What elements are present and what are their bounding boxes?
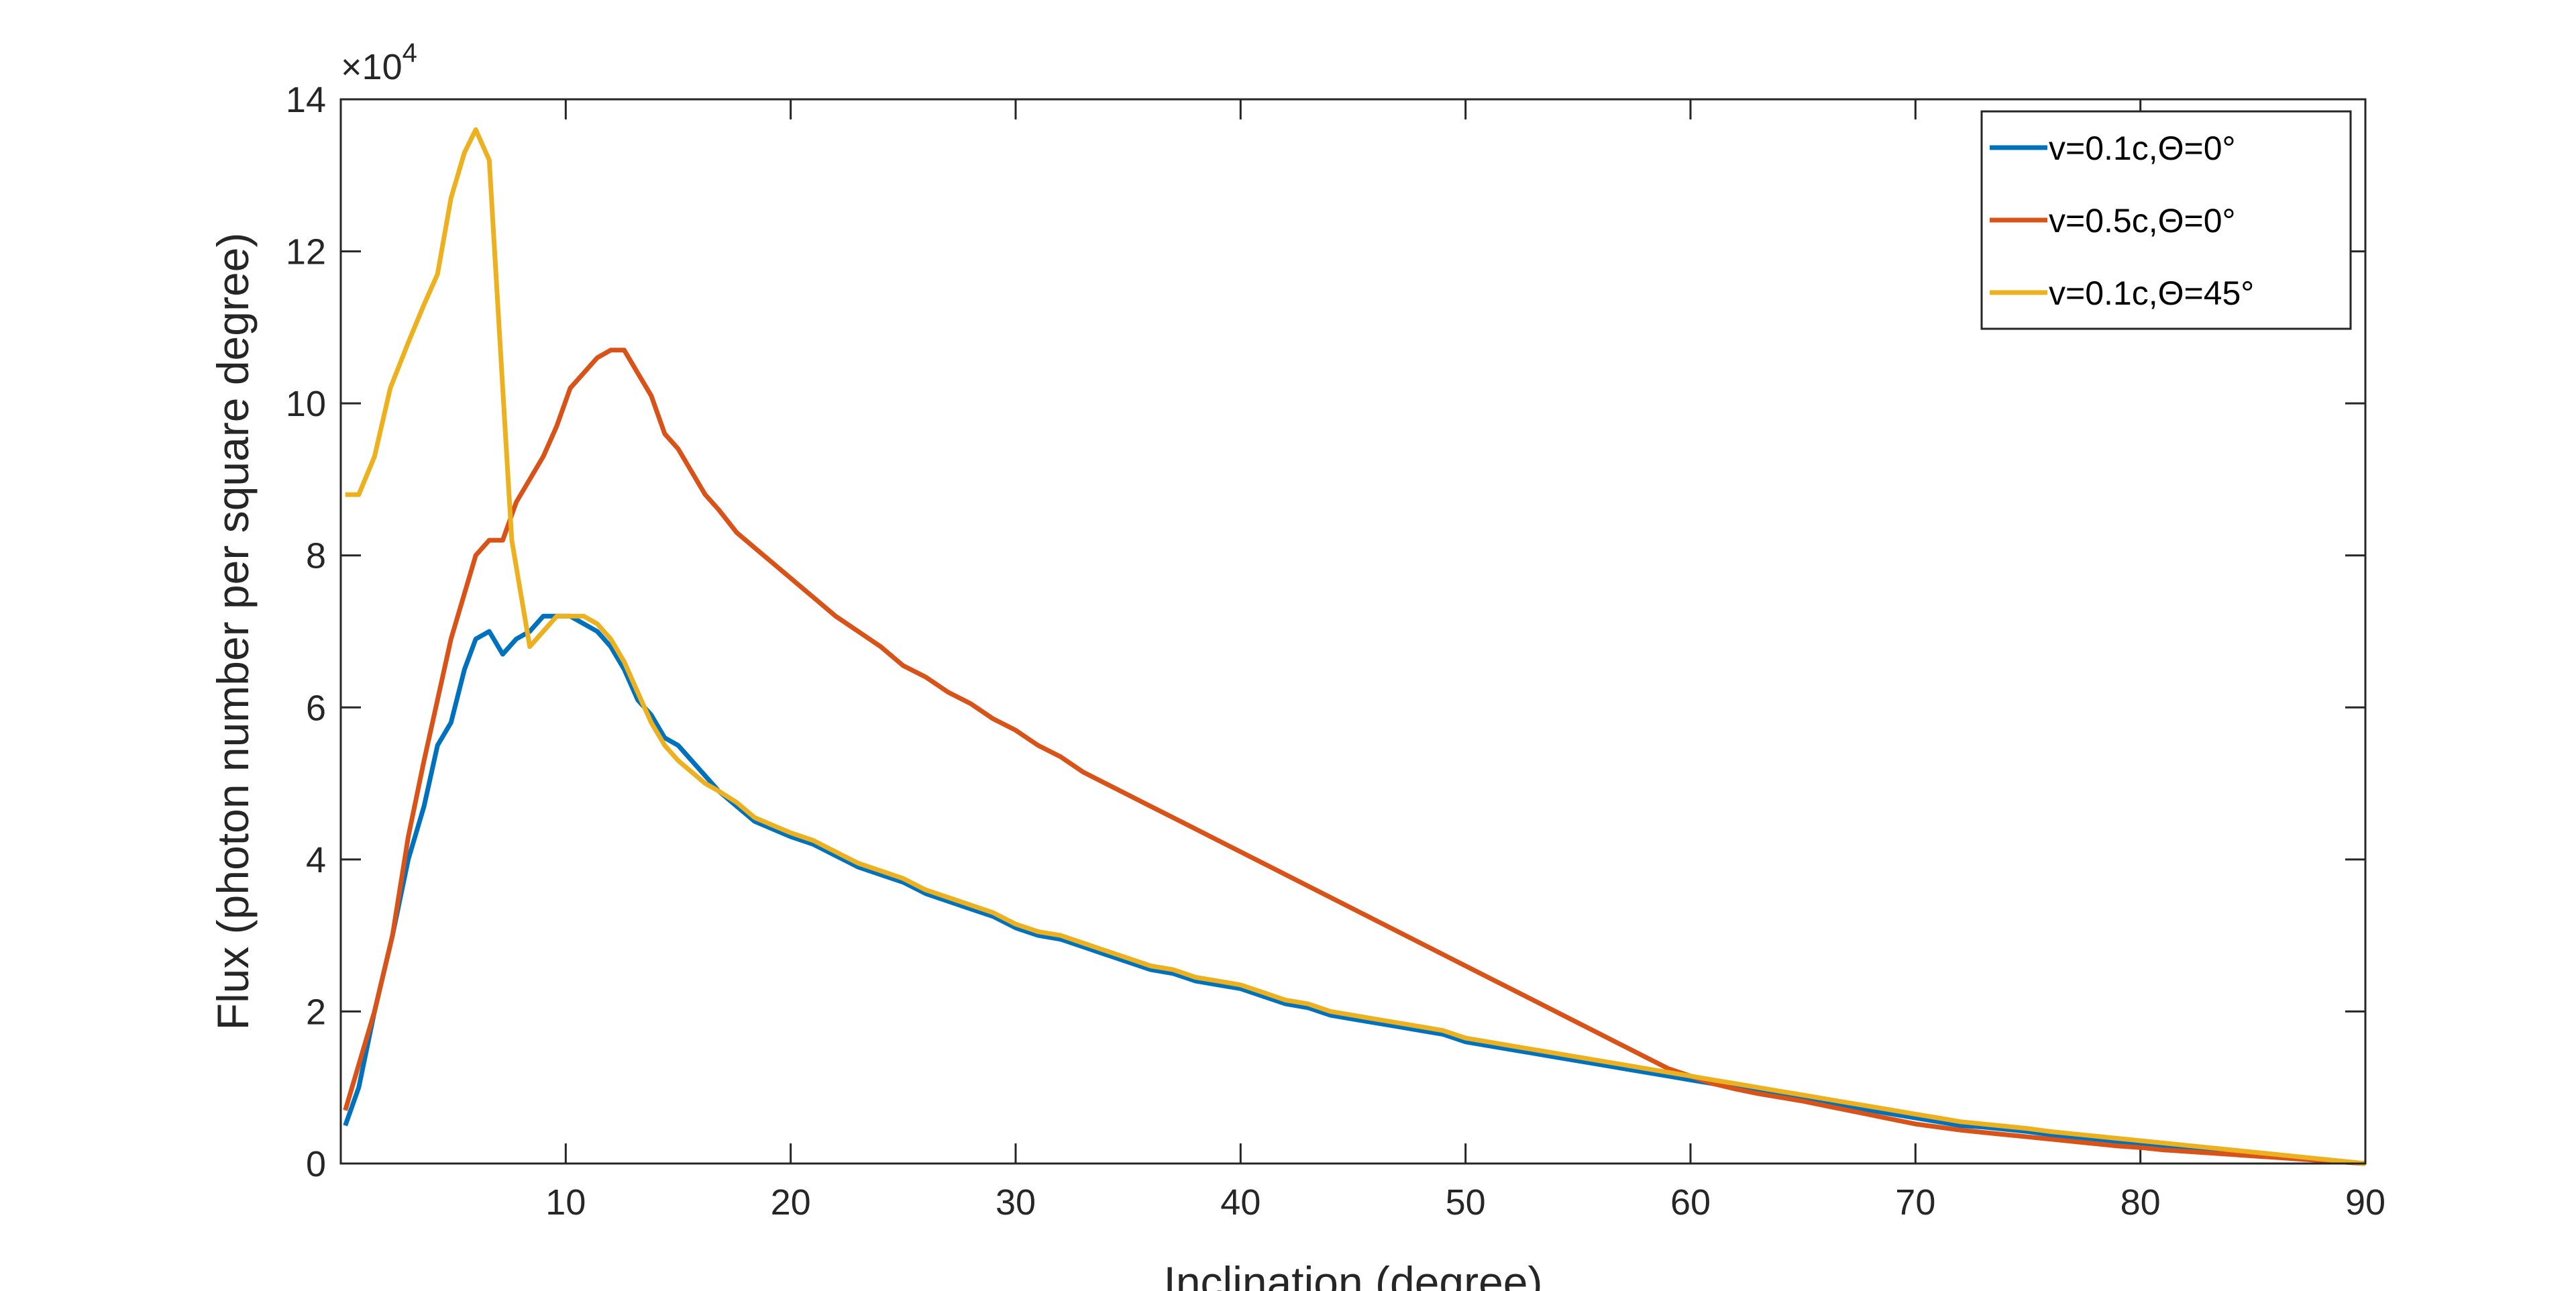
series-lines	[343, 127, 2366, 1166]
legend-label: v=0.1c,Θ=0°	[2049, 130, 2236, 167]
series-line-2	[343, 348, 2366, 1166]
x-tick-label: 10	[545, 1182, 586, 1223]
x-tick-label: 60	[1670, 1182, 1711, 1223]
tick-labels: 10 20 30 40 50 60 70 80 90 0 2 4 6 8 10 12 14	[286, 80, 2385, 1223]
x-tick-label: 80	[2121, 1182, 2161, 1223]
x-axis-label: Inclination (degree)	[1164, 1257, 1543, 1291]
legend: v=0.1c,Θ=0° v=0.5c,Θ=0° v=0.1c,Θ=45°	[1980, 110, 2352, 330]
x-tick-label: 40	[1220, 1182, 1260, 1223]
y-axis-exponent: ×104	[341, 38, 417, 87]
legend-label: v=0.1c,Θ=45°	[2049, 274, 2254, 312]
series-line-1	[343, 613, 2366, 1166]
y-tick-label: 2	[306, 992, 326, 1032]
y-axis-exponent-power: 4	[402, 38, 417, 68]
y-axis-exponent-base: ×10	[341, 47, 402, 87]
x-tick-label: 70	[1895, 1182, 1935, 1223]
y-tick-label: 12	[286, 232, 326, 272]
x-tick-label: 30	[996, 1182, 1036, 1223]
x-tick-label: 50	[1446, 1182, 1486, 1223]
x-tick-label: 90	[2345, 1182, 2385, 1223]
plot-frame	[339, 98, 2367, 1165]
series-line-3	[345, 127, 2366, 1166]
y-axis-label: Flux (photon number per square degree)	[208, 233, 258, 1031]
y-tick-label: 4	[306, 840, 326, 880]
y-tick-label: 8	[306, 536, 326, 576]
legend-label: v=0.5c,Θ=0°	[2049, 202, 2236, 240]
y-tick-label: 6	[306, 688, 326, 728]
y-tick-label: 10	[286, 384, 326, 424]
x-tick-label: 20	[771, 1182, 811, 1223]
y-tick-label: 0	[306, 1144, 326, 1184]
y-tick-label: 14	[286, 80, 326, 120]
